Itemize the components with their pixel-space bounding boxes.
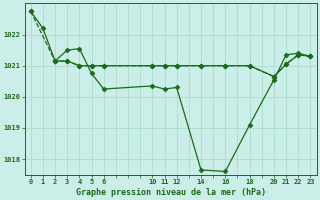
X-axis label: Graphe pression niveau de la mer (hPa): Graphe pression niveau de la mer (hPa) — [76, 188, 266, 197]
